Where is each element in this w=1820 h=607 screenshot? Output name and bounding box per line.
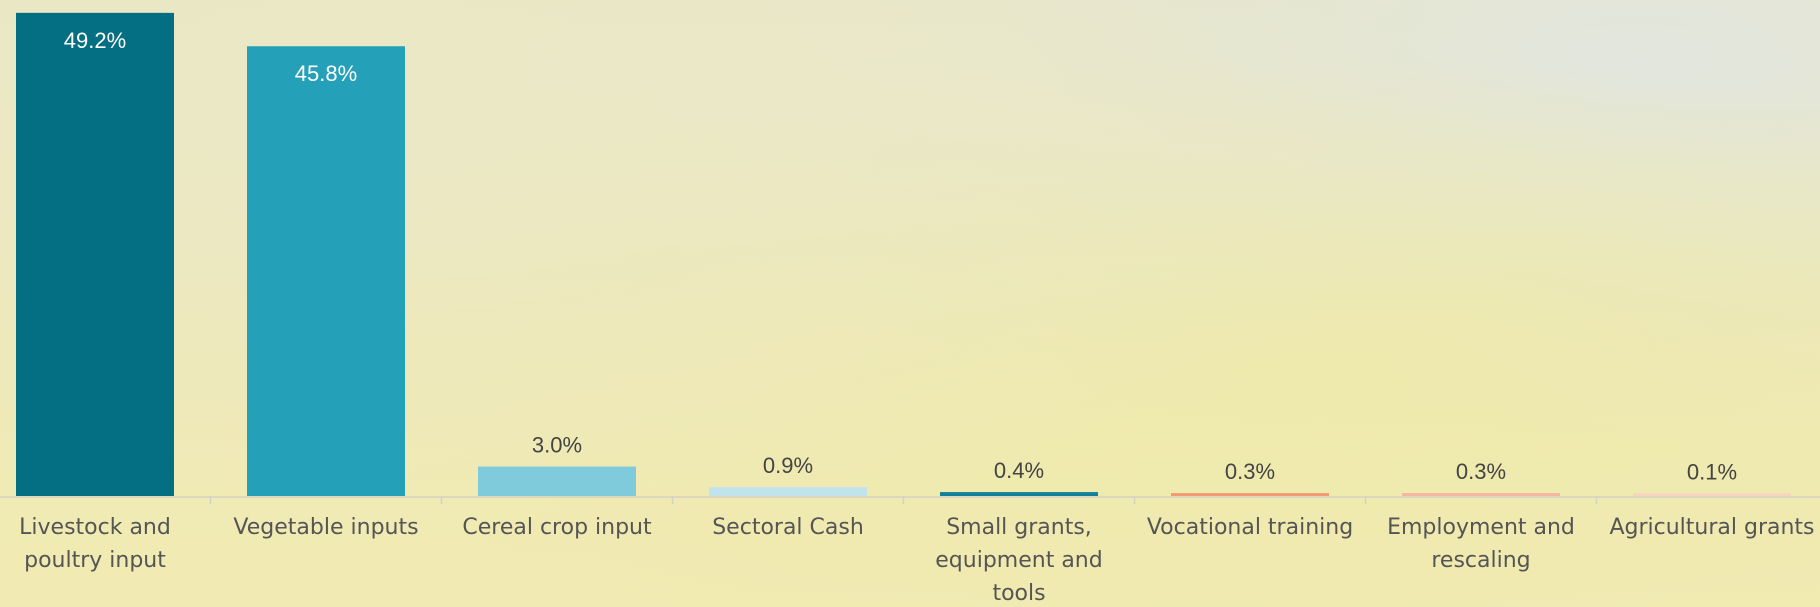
data-label: 0.4% [994,458,1044,483]
bar [16,12,174,497]
x-tick-label: Livestock and poultry input [19,515,171,573]
bar [478,466,636,496]
x-tick-label: Agricultural grants [1609,515,1815,540]
bar [247,46,405,497]
data-label: 0.3% [1225,459,1275,484]
x-tick-label: Employment and rescaling [1387,515,1575,573]
x-tick-label: Vocational training [1146,515,1354,540]
bar [1402,493,1560,496]
x-tick-label: Sectoral Cash [712,515,864,540]
data-label: 0.3% [1456,459,1506,484]
bar [709,487,867,496]
data-label: 0.1% [1687,460,1737,485]
bar [1171,493,1329,496]
x-tick-label: Small grants, equipment and tools [935,515,1103,606]
data-label: 49.2% [64,28,126,53]
bar [940,492,1098,496]
data-label: 0.9% [763,453,813,478]
data-label: 45.8% [295,61,357,86]
x-tick-label: Vegetable inputs [233,515,419,540]
bar [1633,493,1791,496]
data-label: 3.0% [532,433,582,458]
x-tick-label: Cereal crop input [462,515,652,540]
